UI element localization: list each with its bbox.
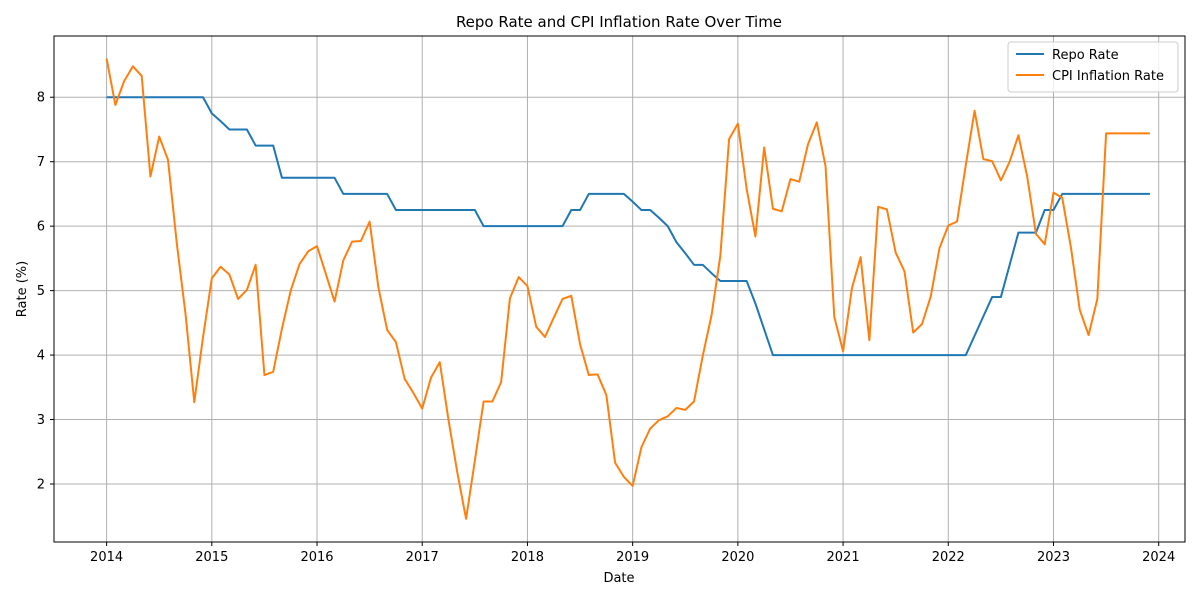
y-tick-label: 6 — [37, 220, 45, 235]
x-tick-label: 2018 — [511, 550, 544, 565]
series-layer — [105, 58, 1150, 520]
x-tick-label: 2021 — [827, 550, 860, 565]
chart-title: Repo Rate and CPI Inflation Rate Over Ti… — [456, 13, 782, 31]
x-tick-label: 2015 — [195, 550, 228, 565]
plot-frame — [53, 35, 1186, 543]
series-line-repo-rate — [106, 96, 1150, 357]
y-axis: 2 3 4 5 6 7 8 — [37, 91, 54, 492]
y-tick-label: 7 — [37, 155, 45, 170]
x-tick-label: 2014 — [90, 550, 123, 565]
legend-label-repo-rate: Repo Rate — [1052, 48, 1119, 63]
y-axis-label: Rate (%) — [15, 261, 30, 317]
y-tick-label: 4 — [37, 349, 45, 364]
x-tick-label: 2017 — [406, 550, 439, 565]
legend-box — [1007, 41, 1179, 93]
x-tick-label: 2024 — [1142, 550, 1175, 565]
x-tick-label: 2016 — [300, 550, 333, 565]
legend: Repo Rate CPI Inflation Rate — [1007, 41, 1179, 93]
y-tick-label: 3 — [37, 413, 45, 428]
y-tick-label: 2 — [37, 477, 45, 492]
series-line-cpi-inflation-rate — [105, 58, 1150, 520]
x-gridlines — [106, 36, 1160, 542]
x-tick-label: 2022 — [932, 550, 965, 565]
y-tick-label: 5 — [37, 284, 45, 299]
x-axis: 2014 2015 2016 2017 2018 2019 2020 2021 2022 2023… — [90, 542, 1175, 565]
legend-label-cpi-inflation-rate: CPI Inflation Rate — [1052, 69, 1164, 84]
y-gridlines — [54, 96, 1185, 485]
y-tick-label: 8 — [37, 91, 45, 106]
x-tick-label: 2020 — [721, 550, 754, 565]
x-axis-label: Date — [603, 571, 634, 586]
x-tick-label: 2023 — [1037, 550, 1070, 565]
x-tick-label: 2019 — [616, 550, 649, 565]
